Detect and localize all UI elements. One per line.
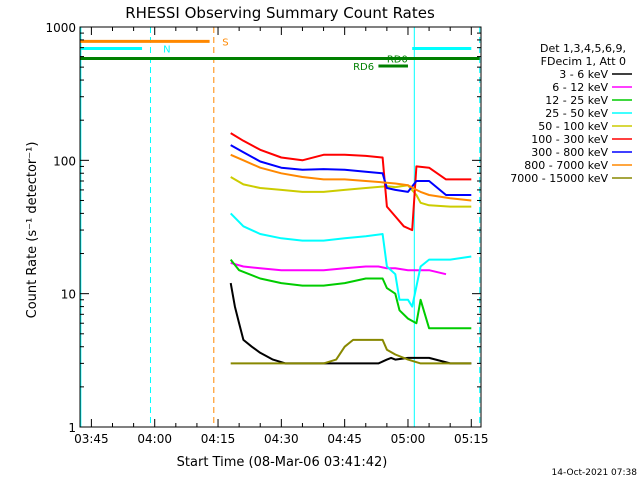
legend-label-7: 800 - 7000 keV	[524, 159, 608, 172]
legend-label-3: 25 - 50 keV	[545, 107, 608, 120]
series-line-8	[230, 338, 472, 365]
y-tick-label-3: 1000	[45, 21, 76, 35]
flag-label-3: RD0	[387, 55, 408, 66]
y-tick-label-1: 10	[61, 288, 76, 302]
legend-header-1: FDecim 1, Att 0	[541, 55, 626, 68]
series-line-4	[230, 176, 472, 208]
series-line-3	[229, 212, 472, 308]
plot-area: S N RD0 RD6	[80, 27, 481, 427]
x-axis-label: Start Time (08-Mar-06 03:41:42)	[177, 455, 388, 470]
plot-background	[80, 27, 481, 427]
legend-label-1: 6 - 12 keV	[552, 81, 608, 94]
x-tick-label-4: 04:45	[327, 432, 362, 446]
y-axis-label: Count Rate (s⁻¹ detector⁻¹)	[25, 142, 40, 319]
legend-label-6: 300 - 800 keV	[531, 146, 608, 159]
x-tick-label-6: 05:15	[454, 432, 489, 446]
legend: Det 1,3,4,5,6,9,FDecim 1, Att 03 - 6 keV…	[510, 42, 632, 185]
x-tick-label-1: 04:00	[137, 432, 172, 446]
legend-label-0: 3 - 6 keV	[559, 68, 608, 81]
series-line-5	[230, 132, 472, 232]
x-tick-label-3: 04:30	[264, 432, 299, 446]
chart-title: RHESSI Observing Summary Count Rates	[125, 4, 435, 22]
legend-header-0: Det 1,3,4,5,6,9,	[540, 42, 626, 55]
series-line-7	[230, 153, 472, 202]
axes: 03:45 04:00 04:15 04:30 04:45 05:00 05:15 1 10 10…	[45, 21, 488, 446]
legend-label-5: 100 - 300 keV	[531, 133, 608, 146]
flag-label-0: S	[222, 37, 228, 48]
series-line-2	[229, 258, 472, 330]
footer-timestamp: 14-Oct-2021 07:38	[552, 468, 638, 478]
series-line-1	[230, 261, 447, 276]
x-tick-label-5: 05:00	[391, 432, 426, 446]
y-tick-label-0: 1	[68, 421, 76, 435]
flag-label-4: RD6	[353, 62, 374, 73]
x-tick-label-0: 03:45	[74, 432, 109, 446]
legend-label-4: 50 - 100 keV	[538, 120, 608, 133]
legend-label-8: 7000 - 15000 keV	[510, 172, 608, 185]
series-line-6	[230, 144, 472, 196]
legend-label-2: 12 - 25 keV	[545, 94, 608, 107]
x-tick-label-2: 04:15	[201, 432, 236, 446]
y-tick-label-2: 100	[53, 154, 76, 168]
axes-frame	[79, 26, 482, 428]
flag-label-1: N	[163, 44, 170, 55]
